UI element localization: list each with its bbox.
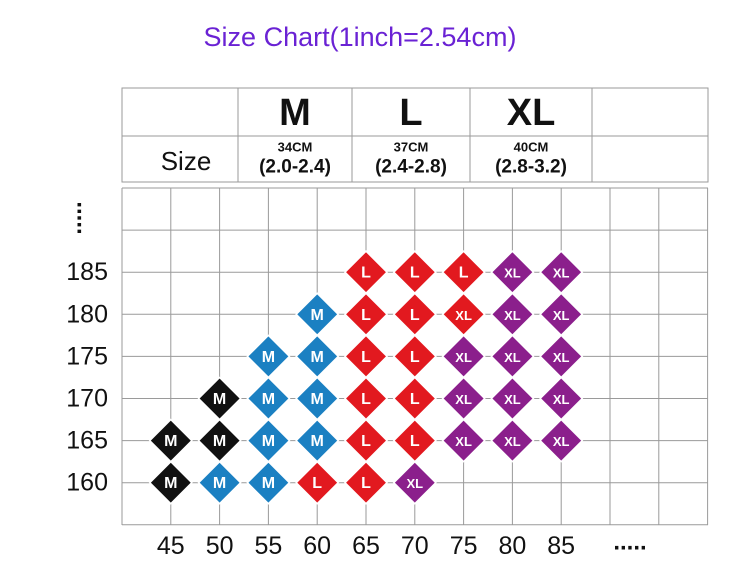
- weight-label: 50: [206, 532, 234, 560]
- size-name: M: [279, 92, 311, 134]
- size-label: XL: [406, 476, 423, 491]
- size-label: L: [361, 433, 371, 450]
- size-label: M: [213, 433, 226, 450]
- title: Size Chart(1inch=2.54cm): [204, 22, 517, 52]
- header-table: [121, 87, 709, 183]
- height-label: 185: [66, 258, 108, 286]
- weight-label: 85: [547, 532, 575, 560]
- size-label: XL: [553, 266, 570, 281]
- size-label: XL: [504, 308, 521, 323]
- size-diamond: [295, 460, 340, 505]
- size-label: M: [262, 391, 275, 408]
- size-corner: Size: [161, 146, 212, 176]
- size-label: M: [311, 349, 324, 366]
- size-label: XL: [504, 266, 521, 281]
- weight-label: 65: [352, 532, 380, 560]
- length: 34CM: [278, 140, 313, 155]
- size-label: XL: [455, 350, 472, 365]
- size-label: M: [213, 475, 226, 492]
- size-diamond: [246, 460, 291, 505]
- size-diamond: [392, 460, 437, 505]
- height-label: 180: [66, 300, 108, 328]
- size-diamond: [148, 460, 193, 505]
- size-label: M: [164, 475, 177, 492]
- size-label: L: [410, 433, 420, 450]
- size-label: XL: [504, 434, 521, 449]
- size-label: XL: [455, 392, 472, 407]
- height-label: 165: [66, 427, 108, 455]
- size-name: L: [399, 92, 422, 134]
- size-diamond: [490, 418, 535, 463]
- more-weights: .....: [613, 529, 646, 556]
- size-label: M: [213, 391, 226, 408]
- length: 37CM: [394, 140, 429, 155]
- size-diamond: [197, 460, 242, 505]
- size-label: M: [262, 349, 275, 366]
- range: (2.4-2.8): [375, 157, 447, 178]
- size-label: M: [311, 391, 324, 408]
- size-label: L: [410, 391, 420, 408]
- range: (2.0-2.4): [259, 157, 331, 178]
- size-label: L: [361, 307, 371, 324]
- height-label: 160: [66, 469, 108, 497]
- more-heights: .....: [72, 201, 99, 234]
- weight-label: 75: [450, 532, 478, 560]
- size-label: XL: [455, 308, 472, 323]
- size-label: L: [361, 475, 371, 492]
- size-label: M: [311, 433, 324, 450]
- size-label: L: [361, 265, 371, 282]
- size-label: XL: [553, 392, 570, 407]
- size-label: XL: [504, 350, 521, 365]
- size-name: XL: [507, 92, 556, 134]
- content: M 34CM (2.0-2.4) L 37CM (2.4-2.8) XL 40CM (2.8-3…: [66, 92, 584, 560]
- length: 40CM: [514, 140, 549, 155]
- size-label: XL: [553, 434, 570, 449]
- weight-label: 55: [254, 532, 282, 560]
- height-label: 175: [66, 342, 108, 370]
- size-label: M: [262, 475, 275, 492]
- size-label: M: [311, 307, 324, 324]
- size-label: L: [312, 475, 322, 492]
- height-label: 170: [66, 385, 108, 413]
- size-label: M: [164, 433, 177, 450]
- size-label: XL: [455, 434, 472, 449]
- size-label: L: [361, 349, 371, 366]
- size-label: L: [410, 265, 420, 282]
- range: (2.8-3.2): [495, 157, 567, 178]
- weight-label: 45: [157, 532, 185, 560]
- weight-label: 60: [303, 532, 331, 560]
- size-diamond: [539, 418, 584, 463]
- size-label: XL: [553, 308, 570, 323]
- size-diamond: [441, 418, 486, 463]
- size-label: L: [410, 307, 420, 324]
- size-label: L: [410, 349, 420, 366]
- size-label: L: [459, 265, 469, 282]
- size-label: XL: [504, 392, 521, 407]
- size-diamond: [343, 460, 389, 505]
- size-label: L: [361, 391, 371, 408]
- weight-label: 70: [401, 532, 429, 560]
- header-border: [121, 87, 709, 183]
- weight-label: 80: [498, 532, 526, 560]
- size-label: XL: [553, 350, 570, 365]
- size-label: M: [262, 433, 275, 450]
